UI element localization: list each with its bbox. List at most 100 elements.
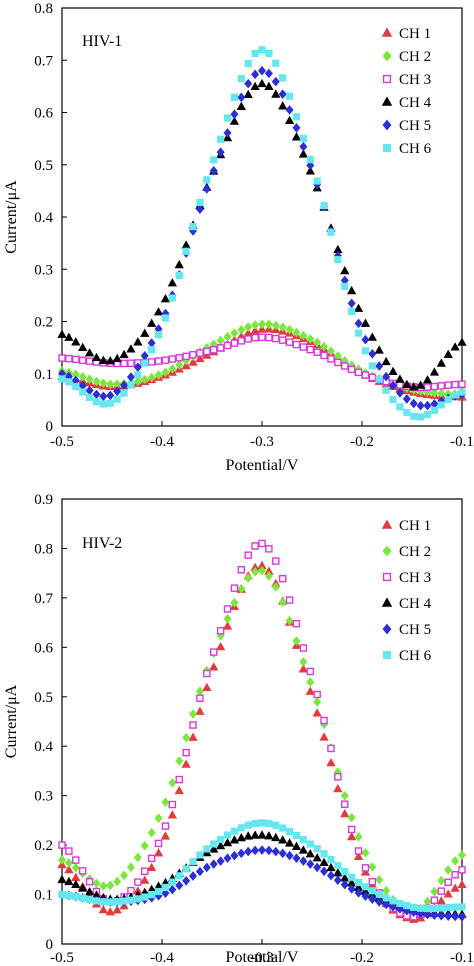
data-point <box>168 364 177 374</box>
data-point <box>106 379 115 389</box>
data-point <box>78 342 88 351</box>
data-point <box>250 81 260 91</box>
data-point <box>64 332 74 341</box>
legend-marker <box>382 74 392 84</box>
data-point <box>278 101 288 110</box>
data-point <box>437 388 446 399</box>
legend-item: CH 2 <box>382 49 431 65</box>
data-point <box>264 845 273 856</box>
data-point <box>368 373 377 382</box>
data-point <box>188 357 198 366</box>
data-point <box>258 819 266 827</box>
data-point <box>375 874 384 885</box>
data-point <box>134 371 142 379</box>
legend-item: CH 5 <box>382 118 431 134</box>
data-point <box>361 334 370 345</box>
data-point <box>265 49 273 57</box>
data-point <box>451 903 459 911</box>
data-point <box>430 910 439 920</box>
data-point <box>279 74 287 82</box>
data-point <box>147 372 156 383</box>
data-point <box>347 812 356 823</box>
data-point <box>223 114 232 122</box>
data-point <box>423 904 432 913</box>
data-point <box>85 374 94 385</box>
data-point <box>175 354 183 362</box>
data-point <box>389 897 397 905</box>
data-point <box>313 690 321 699</box>
data-point <box>284 115 295 125</box>
data-point <box>265 545 273 553</box>
data-point <box>258 565 266 576</box>
data-point <box>91 352 102 362</box>
data-point <box>222 621 233 630</box>
data-point <box>292 327 301 338</box>
legend-label: CH 4 <box>399 596 432 612</box>
data-point <box>423 411 432 419</box>
data-point <box>244 846 253 857</box>
data-point <box>189 721 197 729</box>
data-point <box>209 166 218 176</box>
data-point <box>106 390 115 401</box>
data-point <box>133 337 143 346</box>
data-point <box>154 839 163 848</box>
data-point <box>429 367 440 376</box>
data-point <box>278 835 288 844</box>
data-point <box>120 870 129 881</box>
data-point <box>326 346 335 356</box>
data-point <box>203 669 211 678</box>
data-point <box>402 394 411 404</box>
data-point <box>334 773 342 781</box>
data-point <box>382 371 391 382</box>
data-point <box>140 840 149 851</box>
data-point <box>223 341 232 350</box>
data-point <box>99 400 107 408</box>
data-point <box>154 370 163 380</box>
data-point <box>410 412 418 420</box>
data-point <box>333 767 342 777</box>
data-point <box>203 176 211 184</box>
data-point <box>120 389 128 397</box>
data-point <box>388 366 398 375</box>
data-point <box>458 388 466 396</box>
data-point <box>375 890 383 899</box>
data-point <box>120 359 128 368</box>
data-point <box>278 574 287 583</box>
data-point <box>147 338 156 348</box>
data-point <box>250 830 260 839</box>
data-point <box>271 320 280 331</box>
series-ch-6 <box>58 46 466 421</box>
data-point <box>237 566 246 574</box>
legend: CH 1 CH 2 CH 3 CH 4 CH 5 CH 6 <box>381 518 432 664</box>
data-point <box>306 677 315 687</box>
data-point <box>382 386 390 394</box>
data-point <box>423 400 432 411</box>
data-point <box>161 883 170 892</box>
data-point <box>451 871 459 879</box>
data-point <box>271 832 281 842</box>
data-point <box>348 307 356 315</box>
data-point <box>79 388 87 396</box>
data-point <box>285 615 294 626</box>
data-point <box>58 855 66 865</box>
data-point <box>320 351 328 360</box>
data-point <box>313 348 321 357</box>
legend-item: CH 5 <box>382 622 431 638</box>
data-point <box>257 78 267 88</box>
data-point <box>320 341 329 352</box>
data-point <box>112 353 122 363</box>
data-point <box>237 324 246 335</box>
data-point <box>354 847 363 855</box>
legend-label: CH 3 <box>399 570 431 586</box>
data-point <box>437 382 446 390</box>
data-point <box>148 890 156 899</box>
data-point <box>258 845 266 855</box>
data-point <box>223 331 232 342</box>
data-point <box>202 862 211 873</box>
data-point <box>113 876 122 887</box>
data-point <box>175 880 184 891</box>
data-point <box>85 385 94 396</box>
data-point <box>306 160 315 171</box>
data-point <box>319 732 329 741</box>
